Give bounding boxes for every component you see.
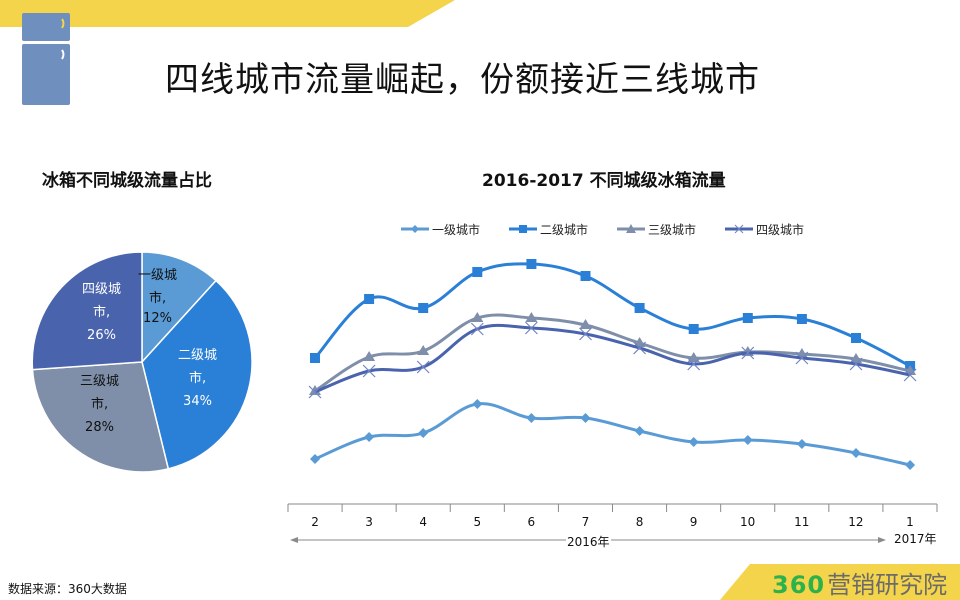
x-tick-label: 8 — [635, 515, 644, 529]
x-tick-label: 9 — [689, 515, 698, 529]
pie-slice-tier1 — [141, 251, 218, 364]
pie-slice-tier2 — [141, 279, 253, 470]
brand-text: 营销研究院 — [827, 571, 948, 599]
x-tick-label: 11 — [794, 515, 810, 529]
pie-label-tier3: 三级城 市, 28% — [80, 374, 120, 435]
line-series — [308, 259, 917, 470]
fridge-icon — [22, 13, 70, 105]
pie-label-tier4: 四级城 市, 26% — [82, 282, 122, 343]
x-tick-label: 7 — [581, 515, 590, 529]
square-marker-icon — [509, 225, 538, 233]
pie-slice-tier3 — [31, 361, 170, 473]
x-tick-label: 6 — [527, 515, 536, 529]
x-tick-label: 1 — [906, 515, 914, 529]
top-decorative-band — [0, 0, 455, 27]
pie-chart-title: 冰箱不同城级流量占比 — [42, 171, 212, 191]
x-marker-icon — [725, 224, 754, 234]
legend-item-tier2: 二级城市 — [508, 220, 588, 238]
data-source-note: 数据来源：360大数据 — [8, 582, 127, 596]
pie-label-tier1: 一级城 市, 12% — [138, 268, 178, 326]
x-tick-label: 3 — [365, 515, 373, 529]
pie-slice-tier4 — [31, 251, 143, 371]
x-tick-label: 2 — [311, 515, 319, 529]
pie-label-tier2: 二级城 市, 34% — [178, 348, 218, 409]
x-tick-label: 10 — [740, 515, 756, 529]
x-tick-label: 4 — [419, 515, 428, 529]
series-1 — [310, 399, 916, 470]
series-2 — [310, 259, 916, 371]
page-title: 四线城市流量崛起，份额接近三线城市 — [165, 60, 760, 100]
brand-number: 360 — [772, 571, 826, 599]
year-label-2016: 2016年 — [566, 533, 611, 550]
x-tick-label: 5 — [473, 515, 482, 529]
x-tick-label: 12 — [848, 515, 864, 529]
pie-chart-svg — [31, 251, 253, 473]
line-chart-legend: 一级城市 二级城市 三级城市 四级城市 — [400, 220, 832, 238]
line-chart-title: 2016-2017 不同城级冰箱流量 — [482, 171, 726, 191]
series-4 — [308, 321, 917, 399]
legend-item-tier1: 一级城市 — [400, 220, 480, 238]
legend-item-tier4: 四级城市 — [724, 220, 804, 238]
brand-decorative-band — [720, 564, 960, 600]
triangle-marker-icon — [617, 224, 646, 233]
pie-chart: 一级城 市, 12% 二级城 市, 34% 三级城 市, 28% 四级城 市, … — [30, 250, 254, 474]
legend-item-tier3: 三级城市 — [616, 220, 696, 238]
year-label-2017: 2017年 — [893, 530, 938, 547]
diamond-marker-icon — [401, 225, 429, 233]
brand-logo: 360 营销研究院 — [772, 565, 947, 600]
